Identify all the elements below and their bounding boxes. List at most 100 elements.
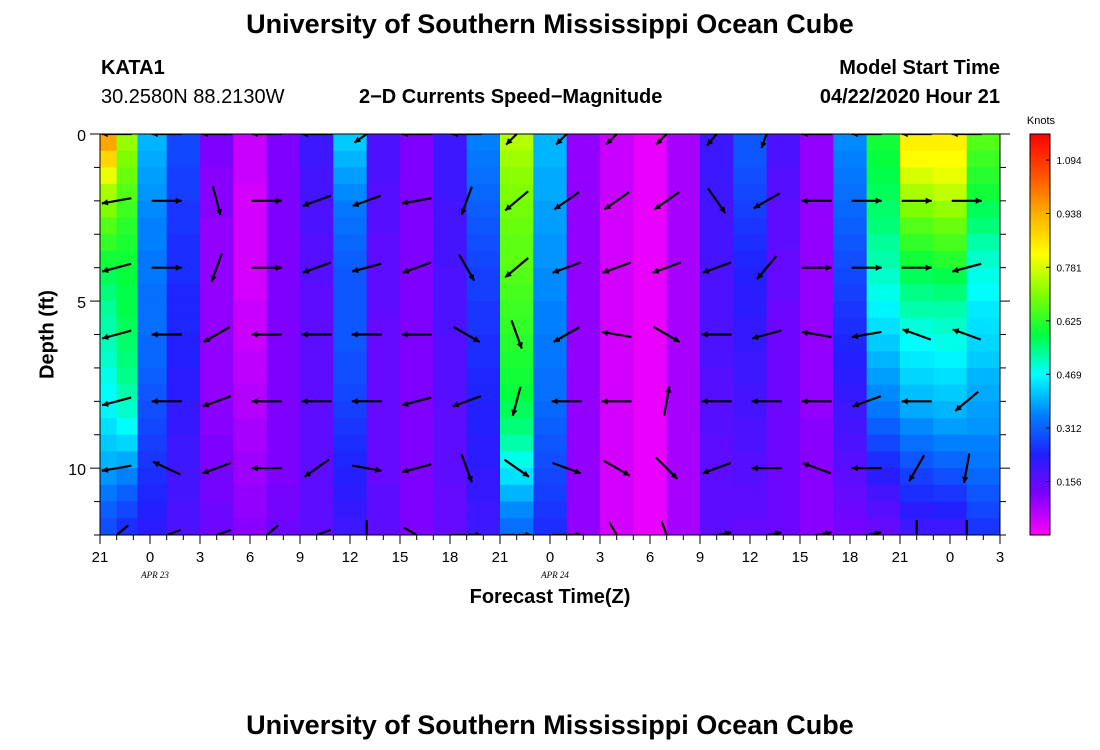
heatmap-cell [833, 267, 868, 285]
heatmap-cell [766, 418, 801, 436]
colorbar-tick-label: 0.625 [1056, 317, 1081, 328]
heatmap-cell [137, 250, 168, 269]
heatmap-cell [366, 334, 401, 352]
heatmap-cell [333, 351, 368, 369]
heatmap-cell [366, 217, 401, 235]
current-vector [301, 331, 332, 338]
heatmap-cell [833, 418, 868, 436]
current-vector [351, 398, 382, 405]
heatmap-cell [800, 284, 834, 302]
x-tick-label: 12 [742, 549, 759, 566]
heatmap-cell [137, 234, 168, 252]
station-coordinates: 30.2580N 88.2130W [101, 86, 285, 108]
current-vector [860, 530, 882, 535]
heatmap-cell [400, 167, 434, 185]
heatmap-cell [533, 351, 568, 369]
heatmap-cell [266, 134, 301, 152]
current-vector [608, 521, 618, 535]
heatmap-cell [333, 401, 368, 419]
current-vector [202, 461, 232, 475]
colorbar-tick-label: 0.312 [1056, 424, 1081, 435]
heatmap-cell [766, 284, 801, 302]
heatmap-cell [700, 134, 734, 152]
heatmap-cell [266, 484, 301, 503]
heatmap-cell [766, 301, 801, 319]
footer-title: University of Southern Mississippi Ocean… [246, 710, 854, 740]
heatmap-cell [633, 501, 668, 519]
heatmap-cell [533, 284, 568, 302]
heatmap-cell [100, 134, 118, 152]
heatmap-cell [116, 384, 139, 402]
current-vector [802, 461, 832, 475]
heatmap-cell [800, 451, 834, 469]
heatmap-cell [833, 434, 868, 453]
current-vector [810, 530, 832, 535]
current-vector [351, 331, 382, 338]
heatmap-cell [666, 518, 701, 535]
heatmap-cell [116, 184, 139, 202]
heatmap-cell [400, 351, 434, 369]
heatmap-cell [100, 484, 118, 503]
heatmap-cell [800, 301, 834, 319]
heatmap-cell [433, 484, 468, 503]
heatmap-cell [266, 451, 301, 469]
heatmap-cell [100, 284, 118, 302]
heatmap-cell [766, 351, 801, 369]
heatmap-cell [233, 184, 268, 202]
heatmap-cell [333, 468, 368, 486]
heatmap-cell [866, 167, 901, 185]
heatmap-cell [366, 284, 401, 302]
heatmap-cell [500, 317, 534, 336]
heatmap-cell [300, 250, 334, 269]
current-vector [603, 191, 630, 211]
heatmap-cell [966, 518, 1000, 535]
heatmap-cell [266, 367, 301, 386]
heatmap-cell [900, 351, 934, 369]
current-vector [213, 528, 232, 535]
current-vector [503, 458, 530, 478]
heatmap-cell [800, 317, 834, 336]
heatmap-cell [433, 284, 468, 302]
current-vector [163, 528, 182, 535]
heatmap-cell [300, 317, 334, 336]
current-vector [851, 330, 882, 340]
heatmap-cell [100, 317, 118, 336]
heatmap-cell [700, 501, 734, 519]
heatmap-cell [633, 401, 668, 419]
heatmap-cell [266, 234, 301, 252]
heatmap-cell [966, 484, 1000, 503]
heatmap-cell [366, 518, 401, 535]
heatmap-cell [200, 518, 234, 535]
x-tick-label: 6 [246, 549, 254, 566]
x-axis-label: Forecast Time(Z) [469, 586, 631, 608]
heatmap-cell [533, 134, 568, 152]
heatmap-cell [366, 234, 401, 252]
heatmap-cell [700, 167, 734, 185]
heatmap-cell [566, 501, 601, 519]
heatmap-cell [600, 501, 634, 519]
heatmap-cell [500, 518, 534, 535]
current-vector [402, 261, 432, 274]
heatmap-cell [500, 134, 534, 152]
heatmap-cell [700, 334, 734, 352]
heatmap-cell [600, 317, 634, 336]
heatmap-cell [500, 217, 534, 235]
heatmap-cell [966, 351, 1000, 369]
heatmap-cell [633, 284, 668, 302]
heatmap-cell [166, 418, 201, 436]
current-vector [801, 197, 832, 204]
heatmap-cell [866, 150, 901, 169]
heatmap-cell [233, 418, 268, 436]
heatmap-cell [966, 167, 1000, 185]
heatmap-cell [866, 501, 901, 519]
heatmap-cell [733, 234, 768, 252]
x-tick-label: 3 [996, 549, 1004, 566]
current-vector [401, 331, 432, 338]
heatmap-cell [566, 301, 601, 319]
current-vector [264, 524, 279, 535]
heatmap-cell [433, 367, 468, 386]
heatmap-cell [400, 250, 434, 269]
heatmap-cell [966, 434, 1000, 453]
current-vector [601, 329, 632, 339]
heatmap-cell [800, 418, 834, 436]
